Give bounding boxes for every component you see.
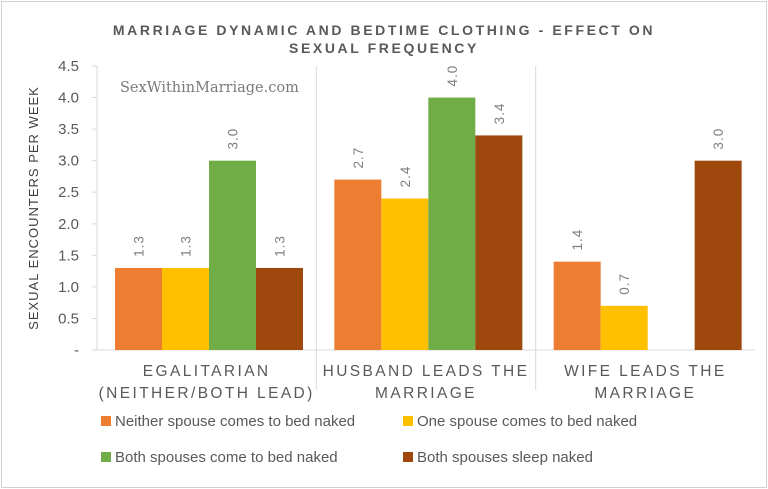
data-label: 2.4 [398,166,413,188]
x-category-label: HUSBAND LEADS THE [323,363,530,380]
x-category-label: MARRIAGE [375,385,477,402]
y-tick-label: 2.0 [58,216,79,233]
legend-label: Both spouses come to bed naked [115,449,338,466]
y-tick-label: 3.5 [58,121,79,138]
data-label: 4.0 [445,65,460,87]
legend-swatch [403,416,413,426]
chart-title-line-2: SEXUAL FREQUENCY [289,40,479,56]
data-label: 1.4 [570,229,585,251]
legend-label: One spouse comes to bed naked [417,413,637,430]
bar [381,198,429,350]
y-tick-label: 1.5 [58,247,79,264]
y-tick-label: 3.0 [58,153,79,170]
legend-swatch [101,452,111,462]
bar [115,267,162,350]
y-tick-label: 0.5 [58,310,79,327]
y-axis-label: SEXUAL ENCOUNTERS PER WEEK [26,86,41,330]
x-category-label: MARRIAGE [594,385,696,402]
x-category-label: (NEITHER/BOTH LEAD) [99,385,315,402]
y-tick-label: 2.5 [58,184,79,201]
legend-label: Both spouses sleep naked [417,449,593,466]
data-label: 3.0 [226,128,241,150]
bar [334,179,382,350]
legend-swatch [101,416,111,426]
watermark: SexWithinMarriage.com [120,80,299,96]
x-category-label: EGALITARIAN [143,363,271,380]
data-label: 3.0 [711,128,726,150]
data-label: 1.3 [179,235,194,257]
bar [553,261,601,350]
bar [209,160,256,350]
bar [475,135,523,350]
bar [162,267,209,350]
legend-label: Neither spouse comes to bed naked [115,413,355,430]
data-label: 3.4 [492,103,507,125]
y-tick-label: 4.5 [58,58,79,75]
legend-swatch [403,452,413,462]
data-label: 0.7 [617,273,632,295]
bar [600,305,648,350]
chart-title-line-1: MARRIAGE DYNAMIC AND BEDTIME CLOTHING - … [113,22,655,38]
bar [694,160,742,350]
data-label: 1.3 [132,235,147,257]
x-category-label: WIFE LEADS THE [564,363,727,380]
y-tick-label: 4.0 [58,90,79,107]
y-tick-label: - [74,342,79,359]
data-label: 1.3 [273,235,288,257]
data-label: 2.7 [351,147,366,169]
bar [428,97,476,350]
y-tick-label: 1.0 [58,279,79,296]
bar [256,267,303,350]
